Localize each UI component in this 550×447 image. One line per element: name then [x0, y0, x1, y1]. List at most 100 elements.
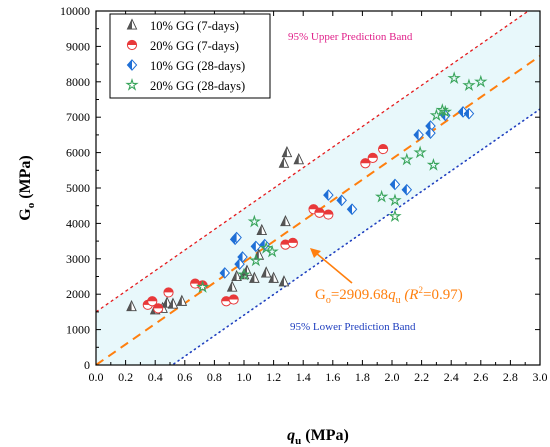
data-point-star [438, 104, 452, 118]
upper-band-label: 95% Upper Prediction Band [288, 31, 413, 43]
data-point-half-triangle [126, 299, 137, 312]
legend-label: 10% GG (7-days) [150, 19, 239, 33]
x-tick-label: 2.0 [385, 370, 400, 384]
fit-label-r2-sup: 2 [418, 285, 423, 295]
data-point-star [474, 74, 488, 88]
data-point-half-diamond [346, 203, 358, 216]
fit-label-var: q [388, 287, 396, 303]
lower-band-label: 95% Lower Prediction Band [290, 321, 416, 333]
data-point-half-triangle [278, 156, 290, 168]
data-point-half-triangle [161, 296, 173, 308]
data-point-half-triangle [260, 266, 272, 278]
data-point-star [400, 152, 414, 166]
x-axis-title-sub: u [295, 435, 301, 447]
fit-label-r2-val: =0.97) [423, 287, 463, 303]
y-axis-title-sub: o [25, 202, 37, 208]
data-point-star [237, 267, 251, 281]
upper-prediction-line [96, 11, 530, 313]
y-axis-title-main: G [17, 208, 34, 221]
x-tick-label: 2.6 [473, 370, 488, 384]
data-point-half-circle [314, 207, 325, 218]
legend: 10% GG (7-days) 20% GG (7-days) 10% GG (28… [109, 13, 271, 99]
legend-label: 20% GG (7-days) [150, 39, 239, 53]
legend-marker-half-diamond [126, 59, 138, 71]
data-points [126, 71, 488, 315]
y-tick-label: 4000 [66, 216, 90, 230]
data-point-star [388, 193, 402, 207]
x-axis-title: qu (MPa) [287, 427, 349, 447]
fit-equation: Go=2909.68qu (R2=0.97) [310, 248, 463, 306]
y-axis-title: Go (MPa) [17, 155, 37, 220]
data-point-half-circle [378, 143, 389, 155]
data-point-half-circle [163, 287, 174, 298]
data-point-half-triangle [293, 153, 305, 165]
y-tick-label: 6000 [66, 146, 90, 160]
data-point-half-circle [153, 303, 164, 314]
data-point-half-circle [221, 296, 232, 307]
data-point-half-triangle [280, 214, 291, 227]
y-tick-label: 3000 [66, 252, 90, 266]
fit-label-var-sub: u [396, 295, 401, 306]
x-tick-label: 2.2 [414, 370, 429, 384]
data-point-half-diamond [219, 267, 231, 279]
data-point-half-triangle [226, 280, 238, 292]
data-point-half-diamond [389, 178, 401, 191]
data-point-half-triangle [176, 294, 188, 306]
data-point-half-triangle [231, 269, 242, 282]
y-tick-label: 7000 [66, 110, 90, 124]
data-point-half-triangle [249, 271, 260, 283]
data-point-half-circle [323, 209, 334, 220]
data-point-half-triangle [268, 271, 279, 283]
fit-label-main: G [315, 287, 326, 303]
data-point-half-diamond [401, 183, 413, 196]
legend-marker-half-circle [126, 39, 138, 51]
data-point-star [413, 145, 427, 159]
x-tick-label: 1.0 [237, 370, 252, 384]
legend-label: 10% GG (28-days) [150, 59, 245, 73]
x-tick-label: 1.4 [296, 370, 311, 384]
y-tick-label: 8000 [66, 75, 90, 89]
data-point-half-circle [147, 296, 158, 307]
data-point-half-circle [360, 158, 371, 169]
data-point-star [265, 244, 279, 258]
data-point-star [249, 253, 263, 267]
data-point-half-circle [228, 294, 239, 305]
svg-text:Go=2909.68qu (R2=0.97): Go=2909.68qu (R2=0.97) [315, 285, 463, 306]
x-tick-label: 3.0 [533, 370, 548, 384]
x-tick-label: 0.0 [89, 370, 104, 384]
x-axis-title-main: q [287, 427, 295, 444]
data-point-half-diamond [259, 238, 270, 251]
data-point-half-diamond [457, 106, 469, 118]
data-point-half-diamond [413, 129, 424, 141]
x-tick-label: 0.8 [207, 370, 222, 384]
data-point-star [388, 209, 402, 223]
data-point-star [462, 78, 476, 92]
data-point-star [247, 214, 262, 228]
data-point-half-diamond [250, 240, 262, 253]
data-point-half-circle [287, 237, 298, 248]
prediction-band-fill [96, 11, 540, 365]
legend-label: 20% GG (28-days) [150, 79, 245, 93]
data-point-half-circle [367, 152, 378, 164]
y-tick-label: 0 [84, 358, 90, 372]
ticks: 0.0 0.2 0.4 0.6 0.8 1.0 1.2 1.4 1.6 1.8 2.0 2.2 2.4 2… [60, 4, 548, 384]
data-point-half-diamond [237, 251, 248, 263]
data-point-star [374, 189, 389, 203]
x-tick-label: 2.8 [503, 370, 518, 384]
data-point-half-triangle [256, 223, 268, 236]
y-axis-title-unit: (MPa) [17, 155, 34, 203]
legend-marker-half-triangle [126, 18, 138, 30]
fit-equation-arrowhead [310, 248, 321, 258]
x-tick-label: 1.2 [266, 370, 281, 384]
x-tick-label: 1.6 [325, 370, 340, 384]
data-point-half-diamond [425, 127, 436, 139]
data-point-star [426, 157, 441, 171]
data-point-half-triangle [278, 275, 290, 287]
fit-equation-arrow [315, 252, 353, 284]
x-tick-label: 0.2 [118, 370, 133, 384]
x-tick-label: 1.8 [355, 370, 370, 384]
data-point-half-diamond [463, 107, 475, 120]
data-point-star [259, 241, 273, 254]
data-point-half-triangle [167, 297, 179, 309]
